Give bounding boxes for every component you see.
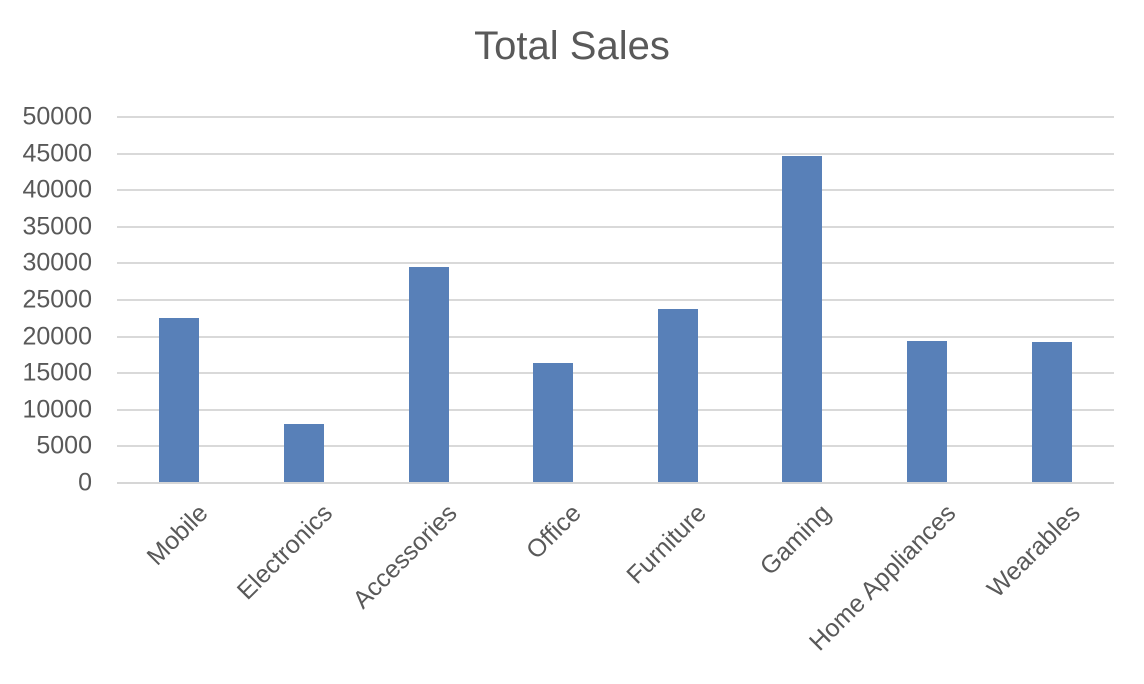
x-label-electronics: Electronics	[231, 499, 338, 606]
gridline-50000	[117, 116, 1114, 118]
y-tick-label-50000: 50000	[22, 102, 92, 131]
y-tick-label-5000: 5000	[36, 431, 92, 460]
x-label-office: Office	[521, 499, 587, 565]
gridline-45000	[117, 152, 1114, 155]
bar-accessories	[408, 267, 449, 483]
bar-mobile	[159, 318, 200, 483]
gridline-15000	[117, 372, 1114, 375]
y-tick-label-25000: 25000	[22, 285, 92, 314]
gridline-40000	[117, 189, 1114, 192]
y-tick-label-0: 0	[78, 468, 92, 497]
gridline-5000	[117, 445, 1114, 448]
bar-wearables	[1031, 342, 1072, 483]
x-label-furniture: Furniture	[621, 499, 712, 590]
y-tick-label-10000: 10000	[22, 395, 92, 424]
gridline-25000	[117, 299, 1114, 301]
gridline-30000	[117, 262, 1114, 265]
plot-area	[117, 116, 1114, 484]
y-tick-label-30000: 30000	[22, 248, 92, 277]
x-axis: Mobile Electronics Accessories Office Furnit…	[117, 483, 1114, 684]
x-label-mobile: Mobile	[141, 499, 214, 571]
bar-electronics	[283, 424, 324, 483]
y-tick-label-40000: 40000	[22, 175, 92, 204]
x-label-gaming: Gaming	[754, 499, 837, 581]
bar-furniture	[657, 308, 698, 483]
y-tick-label-45000: 45000	[22, 139, 92, 168]
bar-office	[533, 362, 574, 483]
y-tick-label-35000: 35000	[22, 212, 92, 241]
x-label-wearables: Wearables	[981, 499, 1086, 603]
chart-title: Total Sales	[474, 24, 670, 68]
y-tick-label-20000: 20000	[22, 322, 92, 351]
gridline-20000	[117, 335, 1114, 338]
gridline-35000	[117, 225, 1114, 228]
x-axis-line	[117, 482, 1114, 484]
x-label-accessories: Accessories	[347, 499, 463, 615]
bar-gaming	[782, 155, 823, 483]
y-tick-label-15000: 15000	[22, 358, 92, 387]
bar-home-appliances	[907, 341, 948, 483]
gridline-10000	[117, 408, 1114, 411]
y-axis: 0 5000 10000 15000 20000 25000 30000 35000 40000…	[0, 103, 92, 497]
